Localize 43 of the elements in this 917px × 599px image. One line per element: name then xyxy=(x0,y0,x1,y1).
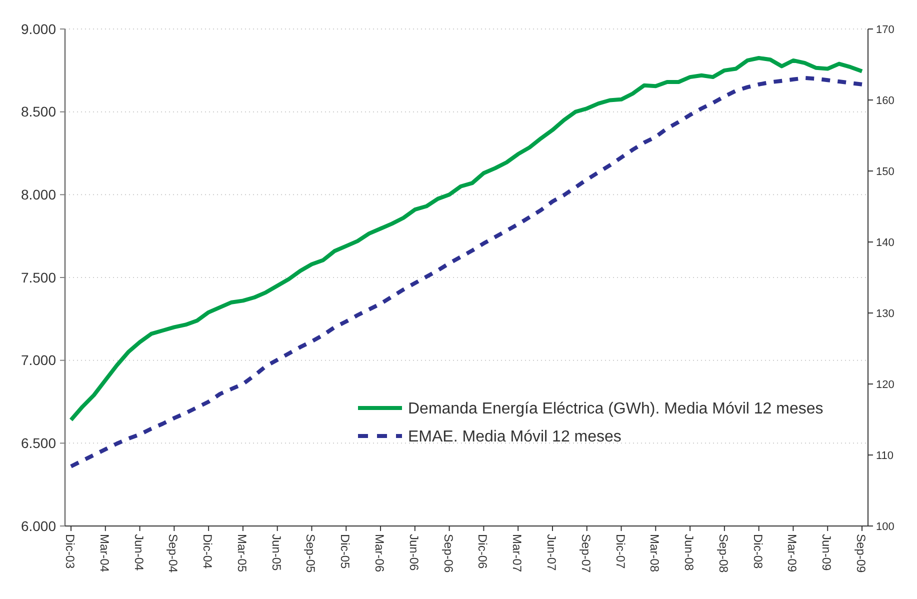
x-tick-label: Jun-09 xyxy=(820,534,834,572)
y-tick-label: 7.500 xyxy=(20,269,56,286)
x-tick-label: Dic-08 xyxy=(750,534,765,569)
y2-tick-label: 170 xyxy=(876,24,894,36)
y2-tick-label: 110 xyxy=(876,450,894,462)
line-series xyxy=(69,56,864,422)
x-tick-label: Mar-06 xyxy=(372,534,387,572)
x-tick-label: Dic-07 xyxy=(613,534,628,569)
legend-label: EMAE. Media Móvil 12 meses xyxy=(408,428,622,446)
x-tick-label: Mar-05 xyxy=(234,534,249,572)
x-tick-label: Jun-04 xyxy=(132,534,146,572)
y-tick-label: 6.500 xyxy=(20,435,56,452)
x-tick-label: Jun-05 xyxy=(269,534,284,572)
x-tick-label: Mar-04 xyxy=(97,534,112,572)
y-tick-label: 7.000 xyxy=(20,352,56,368)
y2-tick-label: 130 xyxy=(876,308,894,320)
y-tick-label: 6.000 xyxy=(20,518,56,534)
x-tick-label: Mar-07 xyxy=(510,534,524,572)
x-tick-label: Sep-04 xyxy=(166,534,180,574)
x-tick-label: Dic-06 xyxy=(476,534,490,569)
y2-tick-label: 100 xyxy=(876,520,894,533)
x-tick-label: Dic-05 xyxy=(338,534,352,569)
y2-tick-label: 150 xyxy=(876,166,894,178)
x-tick-label: Jun-06 xyxy=(406,534,421,572)
x-tick-label: Mar-09 xyxy=(785,534,800,572)
y2-tick-label: 160 xyxy=(876,94,894,107)
x-tick-label: Sep-05 xyxy=(304,534,318,574)
x-tick-label: Mar-08 xyxy=(648,534,662,572)
x-tick-label: Jun-07 xyxy=(544,534,558,572)
x-tick-label: Sep-08 xyxy=(716,534,730,574)
x-tick-label: Sep-09 xyxy=(854,534,868,574)
x-tick-label: Jun-08 xyxy=(682,534,696,572)
line-series xyxy=(69,76,864,468)
y-tick-label: 8.500 xyxy=(20,104,56,120)
legend-label: Demanda Energía Eléctrica (GWh). Media Móvil 12 meses xyxy=(408,400,824,418)
x-tick-label: Sep-06 xyxy=(441,534,456,574)
y2-tick-label: 120 xyxy=(876,378,894,391)
y-tick-label: 8.000 xyxy=(20,186,56,203)
x-tick-label: Dic-03 xyxy=(63,534,77,569)
y-tick-label: 9.000 xyxy=(20,20,56,37)
y2-tick-label: 140 xyxy=(876,236,894,249)
x-tick-label: Dic-04 xyxy=(200,534,215,569)
x-tick-label: Sep-07 xyxy=(578,534,593,574)
